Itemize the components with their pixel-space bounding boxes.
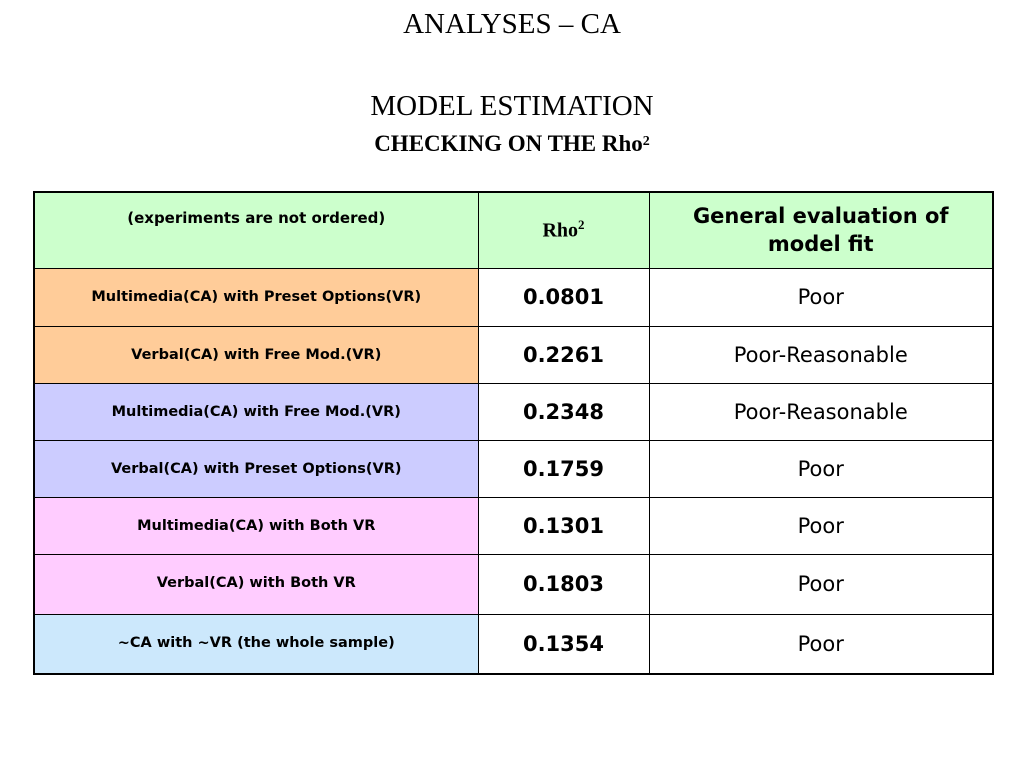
header-rho2: Rho2 [477,191,650,269]
slide-subtitle: MODEL ESTIMATION [370,90,654,122]
subheading-superscript: 2 [642,134,650,149]
header-rho-text: Rho [542,220,579,243]
row-label: Verbal(CA) with Both VR [33,553,479,615]
slide-title: ANALYSES – CA [403,8,621,40]
slide-subheading: CHECKING ON THE Rho2 [0,128,1024,160]
row-rho2-value: 0.1301 [477,496,650,555]
row-evaluation: Poor [648,613,994,675]
row-evaluation: Poor-Reasonable [648,325,994,384]
row-label: Multimedia(CA) with Preset Options(VR) [33,267,479,327]
row-label: Multimedia(CA) with Free Mod.(VR) [33,382,479,441]
header-evaluation: General evaluation of model fit [648,191,994,269]
table-row: ~CA with ~VR (the whole sample) 0.1354 P… [33,613,994,675]
subheading-text: CHECKING ON THE Rho [374,131,643,156]
row-rho2-value: 0.2348 [477,382,650,441]
table-row: Verbal(CA) with Both VR 0.1803 Poor [33,553,994,615]
row-evaluation: Poor [648,496,994,555]
row-label: ~CA with ~VR (the whole sample) [33,613,479,675]
row-rho2-value: 0.2261 [477,325,650,384]
row-rho2-value: 0.1803 [477,553,650,615]
table-header-row: (experiments are not ordered) Rho2 Gener… [33,191,994,269]
row-label: Verbal(CA) with Preset Options(VR) [33,439,479,498]
header-experiments: (experiments are not ordered) [33,191,479,269]
table-row: Multimedia(CA) with Free Mod.(VR) 0.2348… [33,382,994,441]
row-evaluation: Poor [648,267,994,327]
row-rho2-value: 0.0801 [477,267,650,327]
row-rho2-value: 0.1354 [477,613,650,675]
table-row: Multimedia(CA) with Both VR 0.1301 Poor [33,496,994,555]
row-label: Multimedia(CA) with Both VR [33,496,479,555]
row-evaluation: Poor [648,553,994,615]
row-rho2-value: 0.1759 [477,439,650,498]
row-evaluation: Poor [648,439,994,498]
row-evaluation: Poor-Reasonable [648,382,994,441]
table-row: Verbal(CA) with Free Mod.(VR) 0.2261 Poo… [33,325,994,384]
header-rho-superscript: 2 [578,217,585,233]
rho-results-table: (experiments are not ordered) Rho2 Gener… [33,191,994,675]
row-label: Verbal(CA) with Free Mod.(VR) [33,325,479,384]
table-row: Multimedia(CA) with Preset Options(VR) 0… [33,267,994,327]
table-row: Verbal(CA) with Preset Options(VR) 0.175… [33,439,994,498]
